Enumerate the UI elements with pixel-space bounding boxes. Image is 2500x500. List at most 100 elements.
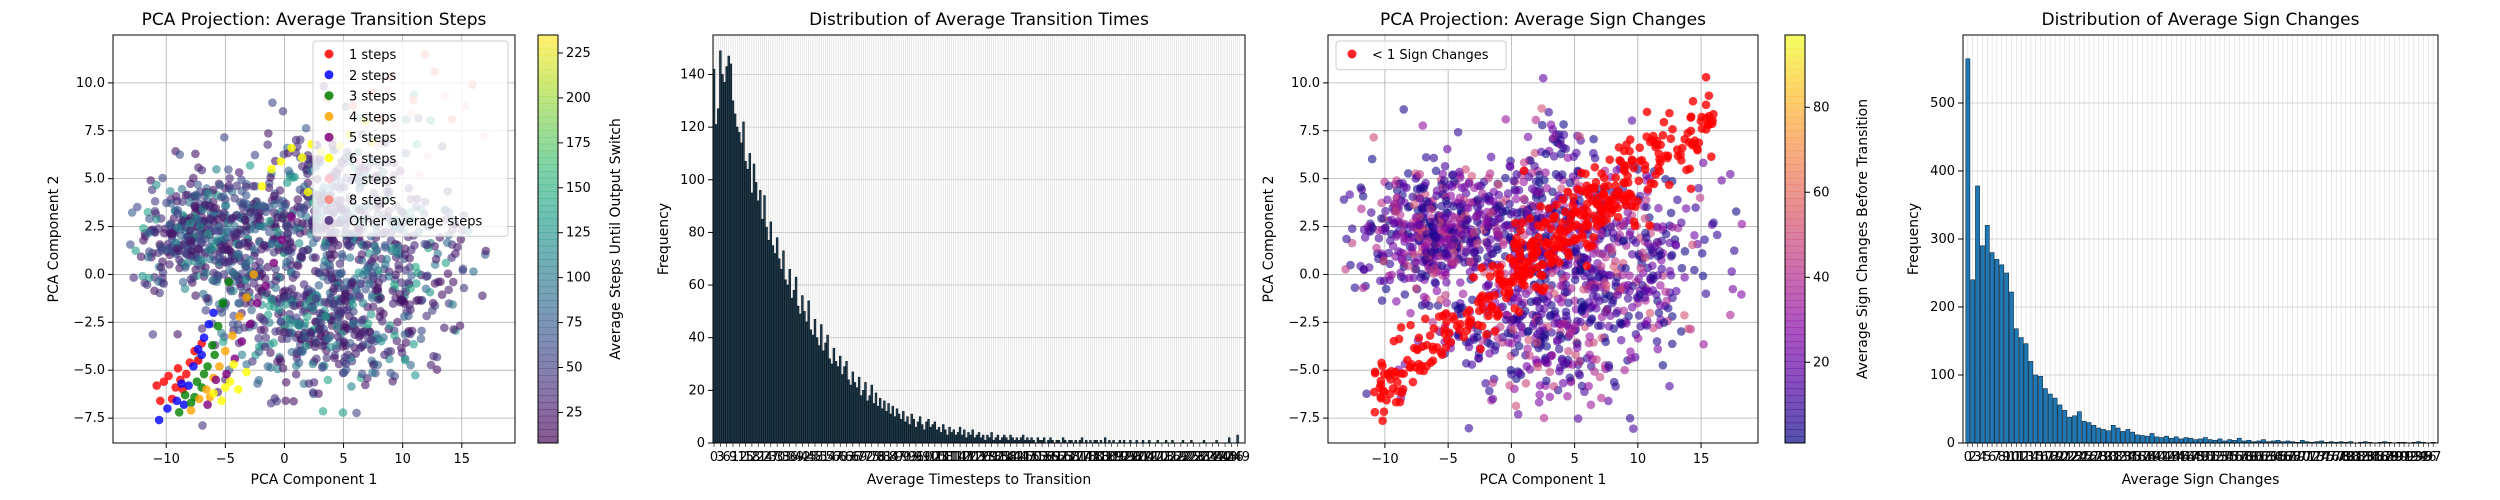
scatter-point	[1347, 224, 1357, 234]
bar	[2013, 328, 2019, 444]
scatter-point	[1383, 195, 1392, 205]
scatter-point	[1462, 215, 1472, 225]
scatter-point	[1625, 413, 1635, 423]
scatter-point	[386, 368, 395, 378]
x-tick-label: 99	[914, 450, 931, 465]
scatter-point	[1695, 193, 1705, 203]
bar	[929, 426, 932, 444]
bar	[788, 268, 791, 444]
scatter-point	[1513, 410, 1523, 419]
bar	[794, 276, 798, 444]
x-tick-label: 90	[895, 450, 912, 465]
scatter-point	[1474, 353, 1483, 363]
scatter-point	[191, 291, 200, 300]
bar	[2096, 427, 2102, 444]
series-point-0	[1538, 286, 1548, 296]
bar	[860, 395, 863, 444]
series-point-0	[1547, 248, 1557, 257]
series-point-0	[1538, 260, 1548, 270]
series-point-0	[1563, 238, 1573, 247]
scatter-point	[1575, 132, 1584, 141]
bar	[750, 192, 754, 444]
scatter-point	[1472, 333, 1482, 342]
scatter-point	[1652, 337, 1662, 346]
colorbar-segment	[1785, 184, 1805, 192]
colorbar-tick-label: 20	[1813, 355, 1830, 370]
scatter-point	[1501, 173, 1510, 183]
colorbar-segment	[1785, 279, 1805, 288]
scatter-point	[1572, 148, 1581, 158]
colorbar-segment	[1785, 211, 1805, 220]
x-tick-label: 69	[851, 450, 868, 465]
series-point-0	[1528, 249, 1538, 259]
series-point-0	[1420, 314, 1430, 324]
scatter-point	[1561, 144, 1571, 154]
colorbar-segment	[1785, 252, 1805, 260]
scatter-point	[1564, 346, 1573, 356]
scatter-point	[431, 254, 441, 264]
colorbar-segment	[538, 354, 558, 362]
x-tick-label: 54	[819, 450, 836, 465]
scatter-point	[1525, 365, 1535, 374]
colorbar-segment	[1785, 143, 1805, 152]
scatter-point	[388, 299, 398, 308]
bar	[855, 387, 859, 444]
series-point-0	[1690, 136, 1700, 145]
scatter-point	[1665, 238, 1675, 248]
bar	[2227, 439, 2232, 444]
scatter-point	[1494, 180, 1503, 189]
series-point-0	[1686, 126, 1696, 136]
series-point-3	[195, 394, 204, 404]
bar	[853, 382, 857, 444]
scatter-point	[318, 363, 327, 372]
bar	[2028, 361, 2034, 444]
scatter-point	[127, 208, 137, 217]
scatter-point	[254, 334, 263, 343]
scatter-point	[1430, 217, 1439, 227]
series-point-1	[209, 308, 218, 318]
scatter-point	[151, 214, 161, 224]
scatter-point	[1441, 249, 1450, 258]
scatter-point	[322, 334, 332, 344]
scatter-point	[264, 216, 274, 226]
colorbar-segment	[1785, 157, 1805, 165]
scatter-point	[315, 324, 324, 334]
series-point-0	[1378, 416, 1387, 425]
series-point-5	[209, 388, 218, 398]
scatter-point	[443, 269, 453, 278]
x-tick-label: −10	[152, 452, 179, 467]
scatter-point	[1535, 390, 1545, 399]
colorbar-segment	[1785, 150, 1805, 158]
scatter-point	[1377, 214, 1386, 223]
scatter-point	[1585, 332, 1595, 341]
bar	[986, 434, 989, 444]
scatter-point	[297, 347, 307, 357]
series-point-0	[1376, 376, 1386, 386]
scatter-point	[1342, 234, 1351, 244]
scatter-point	[1549, 382, 1559, 391]
scatter-point	[1514, 341, 1524, 351]
scatter-point	[339, 357, 349, 366]
scatter-point	[143, 252, 153, 262]
series-point-4	[203, 400, 212, 409]
scatter-point	[1729, 246, 1739, 255]
scatter-point	[186, 238, 196, 248]
bar	[933, 421, 937, 444]
bar	[775, 237, 779, 444]
scatter-point	[1429, 153, 1439, 163]
y-tick-label: 300	[1930, 232, 1955, 247]
bar	[738, 132, 741, 444]
x-tick-label: 10	[394, 452, 411, 467]
scatter-panel-2: −10 −5 0 5 10 15 −7.5 −5.0 −2.5 0.0 2.5 5.0 7.5 10.0 P…	[1261, 10, 1871, 488]
scatter-point	[1391, 207, 1401, 216]
scatter-point	[1477, 189, 1487, 198]
x-tick-label: 57	[826, 450, 843, 465]
scatter-point	[1523, 132, 1533, 142]
scatter-point	[178, 216, 187, 225]
scatter-point	[175, 150, 185, 159]
scatter-point	[410, 370, 420, 380]
series-point-0	[1446, 337, 1456, 347]
bar	[729, 63, 733, 444]
scatter-point	[248, 214, 258, 223]
scatter-point	[1725, 310, 1735, 320]
